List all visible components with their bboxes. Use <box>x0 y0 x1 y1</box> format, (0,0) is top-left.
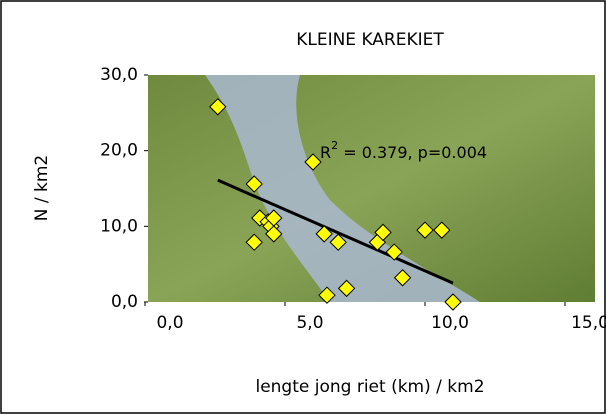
chart-title: KLEINE KAREKIET <box>296 30 444 50</box>
point <box>265 225 283 243</box>
point <box>433 221 451 239</box>
annotation-base: R <box>320 143 331 162</box>
point <box>385 243 403 261</box>
trendline <box>217 178 454 285</box>
point <box>337 279 356 298</box>
point <box>245 233 263 251</box>
y-axis-title: N / km2 <box>32 155 52 221</box>
x-tick-label: 5,0 <box>296 313 323 333</box>
point <box>329 233 347 251</box>
y-tick-label: 10,0 <box>100 216 138 236</box>
point <box>444 293 462 311</box>
point <box>318 286 336 304</box>
point <box>374 223 392 242</box>
annotation-text: = 0.379, p=0.004 <box>338 143 487 162</box>
stream <box>205 75 480 302</box>
point <box>304 153 322 171</box>
point <box>245 175 263 193</box>
y-tick-label: 0,0 <box>111 292 138 312</box>
x-axis-title: lengte jong riet (km) / km2 <box>255 377 484 397</box>
point <box>209 98 227 116</box>
annotation: R2 = 0.379, p=0.004 <box>320 139 487 162</box>
point <box>393 269 412 287</box>
y-tick-label: 20,0 <box>100 141 138 161</box>
y-tick-label: 30,0 <box>100 65 138 85</box>
point <box>315 225 333 243</box>
annotation-superscript: 2 <box>331 139 338 152</box>
x-tick-label: 15,0 <box>571 313 606 333</box>
point <box>416 221 434 239</box>
x-tick-label: 0,0 <box>156 313 183 333</box>
x-tick-label: 10,0 <box>431 313 469 333</box>
